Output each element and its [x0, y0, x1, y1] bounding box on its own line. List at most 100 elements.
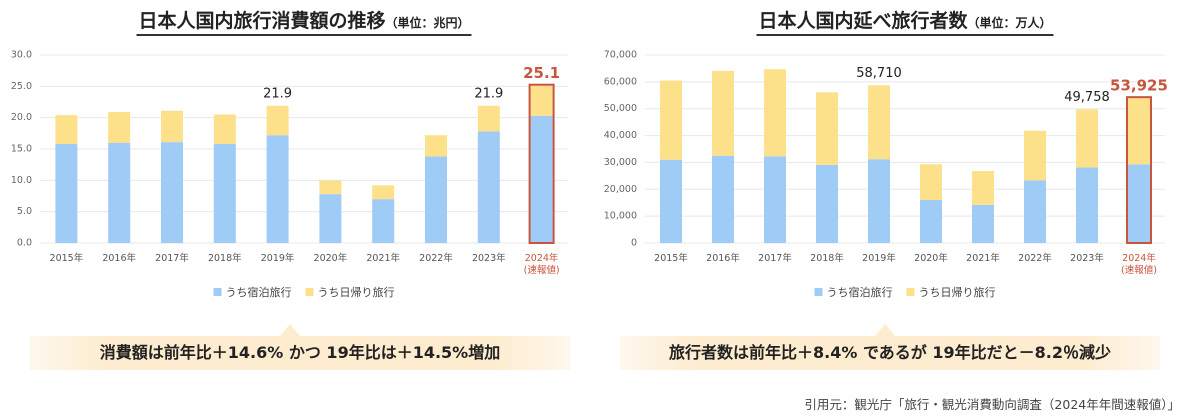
y-tick-label: 10.0 — [11, 175, 32, 186]
bar-segment — [530, 115, 553, 243]
x-tick-label: 2020年 — [914, 253, 948, 264]
total-label: 25.1 — [523, 64, 560, 82]
note: 消費額は前年比＋14.6% かつ 19年比は＋14.5%増加 — [30, 336, 570, 370]
bar-segment — [477, 131, 500, 243]
title-text: 日本人国内旅行消費額の推移 — [138, 10, 386, 32]
bar-segment — [920, 164, 942, 201]
y-tick-label: 40,000 — [604, 130, 637, 141]
x-tick-label: 2015年 — [654, 253, 688, 264]
x-tick-label: 2024年 (速報値) — [1121, 253, 1157, 276]
x-tick-label: 2019年 — [260, 253, 295, 264]
y-tick-label: 25.0 — [11, 81, 32, 92]
bar-segment — [868, 85, 890, 160]
total-label: 21.9 — [263, 86, 292, 101]
bar-segment — [972, 171, 994, 205]
x-tick-label: 2020年 — [313, 253, 348, 264]
legend-label: うち宿泊旅行 — [826, 286, 893, 299]
x-tick-label: 2015年 — [49, 253, 84, 264]
x-tick-label: 2017年 — [758, 253, 792, 264]
bar-segment — [530, 85, 553, 116]
note: 旅行者数は前年比＋8.4% であるが 19年比だと－8.2％減少 — [620, 336, 1160, 370]
bar-segment — [764, 69, 786, 157]
y-tick-label: 50,000 — [604, 103, 637, 114]
x-tick-label: 2023年 — [1070, 253, 1104, 264]
highlight-frame — [1126, 96, 1152, 245]
legend: うち宿泊旅行 うち日帰り旅行 — [814, 284, 996, 300]
x-tick-label: 2023年 — [471, 253, 506, 264]
bar-segment — [868, 159, 890, 243]
legend-swatch — [213, 288, 222, 296]
bar-segment — [972, 204, 994, 243]
bar-segment — [1024, 130, 1046, 181]
y-tick-label: 70,000 — [604, 50, 637, 61]
bar-segment — [319, 180, 342, 195]
x-tick-label: 2018年 — [207, 253, 242, 264]
x-tick-label: 2022年 — [1018, 253, 1052, 264]
total-label: 21.9 — [474, 86, 503, 101]
y-tick-label: 0 — [631, 238, 637, 249]
bar-segment — [108, 112, 131, 143]
notch — [875, 324, 895, 336]
bar-segment — [266, 105, 289, 136]
legend: うち宿泊旅行 うち日帰り旅行 — [213, 284, 395, 300]
bar-segment — [1076, 167, 1098, 243]
bar-segment — [816, 92, 838, 165]
bar-segment — [1076, 109, 1098, 168]
bar-segment — [55, 143, 78, 243]
bar-segment — [712, 155, 734, 243]
total-label: 53,925 — [1110, 77, 1168, 95]
total-label: 49,758 — [1064, 90, 1110, 105]
y-tick-label: 30.0 — [11, 50, 32, 61]
x-tick-label: 2018年 — [810, 253, 844, 264]
legend-swatch — [906, 288, 915, 296]
bar-segment — [1128, 98, 1150, 165]
x-tick-label: 2016年 — [102, 253, 137, 264]
bar-segment — [477, 105, 500, 132]
bar-segment — [920, 200, 942, 243]
bar-segment — [161, 142, 183, 243]
bar-segment — [660, 80, 682, 160]
x-tick-label: 2021年 — [366, 253, 401, 264]
y-tick-label: 0.0 — [17, 238, 32, 249]
legend-label: うち日帰り旅行 — [317, 286, 395, 299]
legend-label: うち宿泊旅行 — [225, 286, 292, 299]
bar-segment — [266, 135, 289, 243]
y-tick-label: 5.0 — [17, 206, 32, 217]
legend-swatch — [305, 288, 314, 296]
bar-segment — [213, 114, 236, 144]
bar-segment — [55, 115, 78, 144]
x-tick-label: 2017年 — [155, 253, 189, 264]
bar-segment — [213, 143, 236, 243]
legend-label: うち日帰り旅行 — [918, 286, 996, 299]
x-tick-label: 2016年 — [706, 253, 740, 264]
x-tick-label: 2019年 — [862, 253, 896, 264]
bar-segment — [319, 194, 342, 243]
chart-title: 日本人国内旅行消費額の推移（単位：兆円） — [136, 6, 472, 36]
x-tick-label: 2021年 — [966, 253, 1000, 264]
subtitle: （単位：万人） — [967, 16, 1052, 30]
bar-segment — [372, 199, 395, 243]
x-tick-label: 2024年 (速報値) — [523, 253, 560, 276]
y-tick-label: 30,000 — [604, 157, 637, 168]
bar-segment — [764, 156, 786, 243]
source: 引用元：観光庁「旅行・観光消費動向調査（2024年年間速報値）」 — [804, 397, 1180, 412]
y-tick-label: 20,000 — [604, 184, 637, 195]
bar-segment — [660, 159, 682, 243]
bar-segment — [425, 135, 447, 157]
y-tick-label: 60,000 — [604, 76, 637, 87]
bar-segment — [712, 70, 734, 156]
title-text: 日本人国内延べ旅行者数 — [758, 10, 968, 32]
bar-segment — [108, 142, 131, 243]
bar-segment — [816, 164, 838, 243]
total-label: 58,710 — [856, 66, 902, 81]
bar-segment — [1024, 180, 1046, 243]
chart-title: 日本人国内延べ旅行者数（単位：万人） — [756, 6, 1054, 36]
bar-segment — [372, 185, 395, 200]
y-tick-label: 10,000 — [604, 211, 637, 222]
x-tick-label: 2022年 — [419, 253, 453, 264]
highlight-frame — [528, 83, 555, 244]
y-tick-label: 15.0 — [11, 144, 32, 155]
bar-segment — [425, 156, 447, 243]
subtitle: （単位：兆円） — [385, 16, 470, 30]
